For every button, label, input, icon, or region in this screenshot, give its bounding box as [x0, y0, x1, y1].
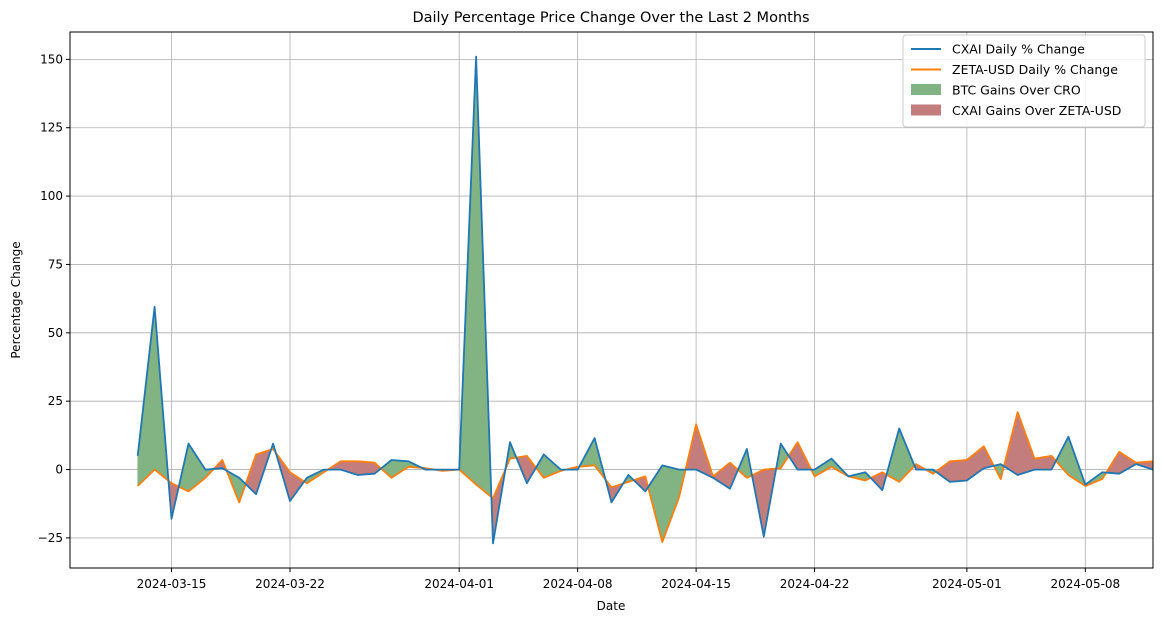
fill-segment: [935, 460, 951, 483]
fill-segment: [1118, 451, 1137, 475]
fill-segment: [357, 461, 375, 476]
y-tick-label: 0: [55, 463, 63, 477]
x-tick-label: 2024-03-22: [255, 577, 325, 591]
y-axis-ticks: −25 0 25 50 75 100 125 150: [38, 52, 70, 545]
legend-label: CXAI Daily % Change: [952, 42, 1085, 57]
y-tick-label: 150: [40, 52, 63, 66]
legend-label: CXAI Gains Over ZETA-USD: [952, 103, 1121, 118]
legend-patch-swatch: [911, 84, 941, 95]
x-tick-label: 2024-04-08: [543, 577, 613, 591]
y-tick-label: 100: [40, 189, 63, 203]
x-tick-label: 2024-05-01: [932, 577, 1002, 591]
legend-label: BTC Gains Over CRO: [952, 83, 1081, 98]
y-tick-label: 25: [48, 394, 63, 408]
x-tick-label: 2024-04-01: [424, 577, 494, 591]
zeta-usd-line: [137, 411, 1154, 543]
x-axis-ticks: 2024-03-15 2024-03-22 2024-04-01 2024-04-08…: [137, 568, 1120, 591]
cxai-line: [136, 55, 1154, 545]
fill-segment: [788, 441, 798, 471]
legend: CXAI Daily % Change ZETA-USD Daily % Chan…: [902, 34, 1146, 128]
y-tick-label: 125: [40, 121, 63, 135]
x-axis-label: Date: [597, 599, 626, 613]
y-axis-label: Percentage Change: [9, 241, 23, 358]
fill-segment: [780, 442, 790, 470]
series-lines: [136, 55, 1154, 545]
legend-label: ZETA-USD Daily % Change: [952, 62, 1118, 77]
y-tick-label: −25: [38, 531, 63, 545]
fill-segment: [949, 459, 968, 483]
grid: [70, 32, 1153, 568]
chart-title: Daily Percentage Price Change Over the L…: [412, 10, 809, 26]
x-tick-label: 2024-04-22: [780, 577, 850, 591]
x-tick-label: 2024-05-08: [1050, 577, 1120, 591]
x-tick-label: 2024-04-15: [661, 577, 731, 591]
y-tick-label: 50: [48, 326, 63, 340]
legend-box: [902, 34, 1146, 128]
plot-frame: [69, 31, 1154, 569]
y-tick-label: 75: [48, 257, 63, 271]
x-tick-label: 2024-03-15: [137, 577, 207, 591]
legend-patch-swatch: [911, 104, 941, 116]
fill-segment: [712, 462, 731, 490]
